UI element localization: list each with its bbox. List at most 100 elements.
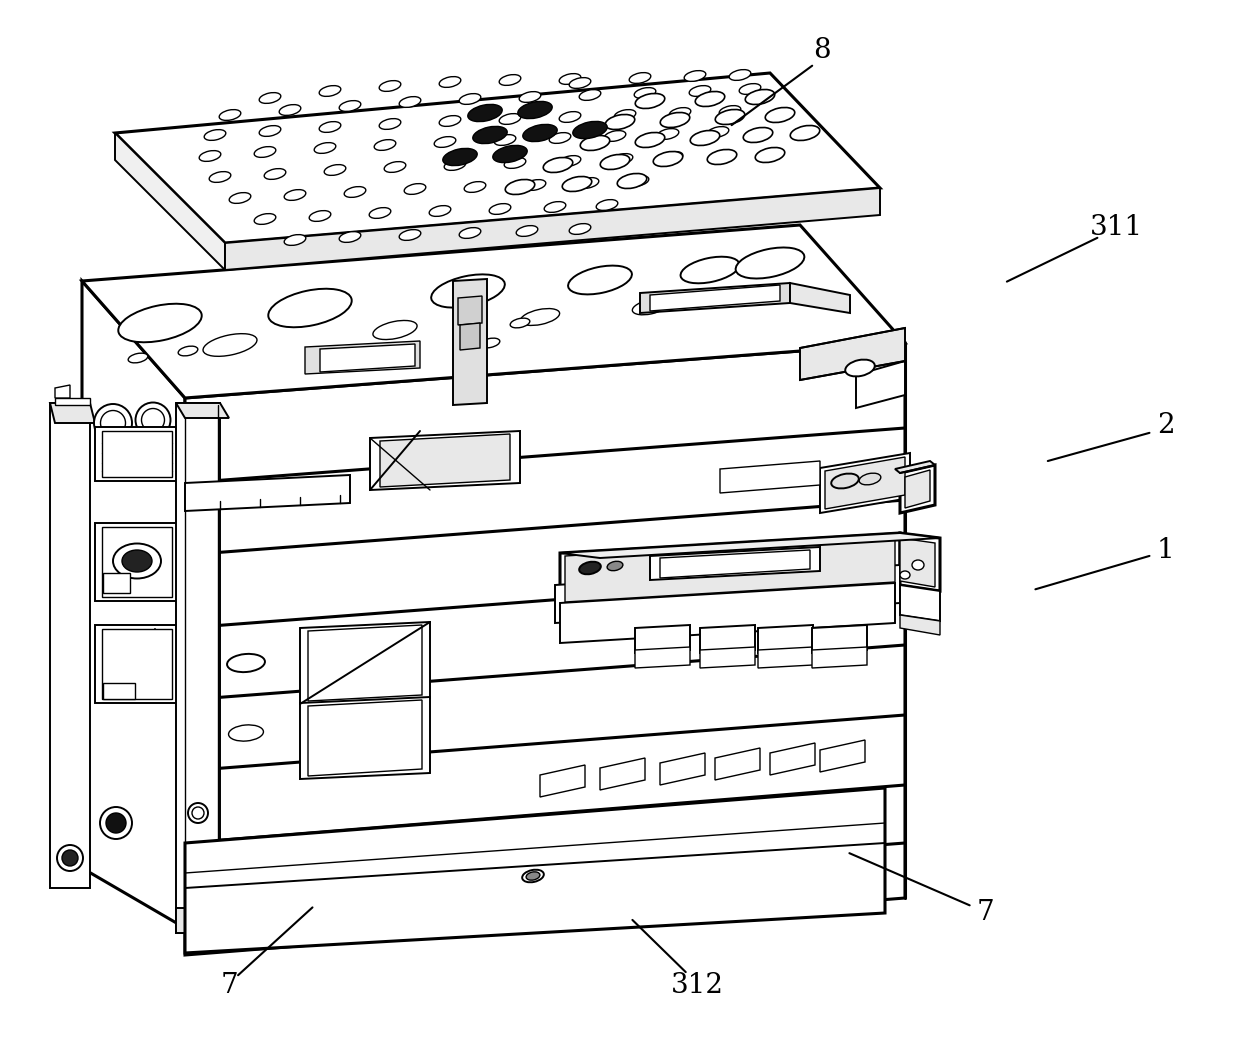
Ellipse shape xyxy=(735,247,805,278)
Polygon shape xyxy=(900,615,940,635)
Polygon shape xyxy=(660,753,706,785)
Ellipse shape xyxy=(404,184,425,194)
Polygon shape xyxy=(379,434,510,487)
Ellipse shape xyxy=(373,320,417,340)
Ellipse shape xyxy=(729,70,750,80)
Ellipse shape xyxy=(439,76,461,88)
Polygon shape xyxy=(895,461,935,472)
Ellipse shape xyxy=(314,143,336,153)
Polygon shape xyxy=(560,583,895,642)
Ellipse shape xyxy=(459,227,481,239)
Ellipse shape xyxy=(229,193,250,203)
Ellipse shape xyxy=(122,550,153,572)
Polygon shape xyxy=(308,700,422,776)
Ellipse shape xyxy=(696,92,724,106)
Ellipse shape xyxy=(900,571,910,579)
Ellipse shape xyxy=(179,346,198,356)
Polygon shape xyxy=(50,403,95,423)
Ellipse shape xyxy=(611,153,632,165)
Polygon shape xyxy=(720,461,820,493)
Ellipse shape xyxy=(188,803,208,823)
Ellipse shape xyxy=(200,150,221,162)
Polygon shape xyxy=(300,697,430,779)
Polygon shape xyxy=(320,344,415,372)
Polygon shape xyxy=(305,341,420,374)
Polygon shape xyxy=(900,533,940,591)
Ellipse shape xyxy=(480,338,500,348)
Ellipse shape xyxy=(579,562,601,575)
Polygon shape xyxy=(701,625,755,653)
Ellipse shape xyxy=(279,104,301,116)
Polygon shape xyxy=(102,527,172,597)
Ellipse shape xyxy=(495,135,516,145)
Text: 311: 311 xyxy=(1090,214,1142,241)
Ellipse shape xyxy=(525,179,546,191)
Ellipse shape xyxy=(544,201,565,213)
Ellipse shape xyxy=(559,74,580,84)
Polygon shape xyxy=(650,547,820,580)
Ellipse shape xyxy=(635,94,665,108)
Ellipse shape xyxy=(790,125,820,141)
Ellipse shape xyxy=(399,97,420,107)
Polygon shape xyxy=(176,403,219,933)
Ellipse shape xyxy=(743,127,773,143)
Ellipse shape xyxy=(739,83,761,95)
Ellipse shape xyxy=(691,130,719,146)
Ellipse shape xyxy=(604,130,626,142)
Ellipse shape xyxy=(520,92,541,102)
Ellipse shape xyxy=(693,561,707,569)
Polygon shape xyxy=(560,533,940,558)
Ellipse shape xyxy=(632,299,667,315)
Polygon shape xyxy=(539,765,585,797)
Polygon shape xyxy=(102,629,172,699)
Ellipse shape xyxy=(57,845,83,871)
Ellipse shape xyxy=(439,116,461,126)
Ellipse shape xyxy=(549,132,570,143)
Polygon shape xyxy=(460,323,480,350)
Ellipse shape xyxy=(635,132,665,147)
Polygon shape xyxy=(185,475,350,511)
Polygon shape xyxy=(905,470,930,508)
Ellipse shape xyxy=(707,126,729,138)
Ellipse shape xyxy=(715,110,745,124)
Polygon shape xyxy=(95,523,179,601)
Polygon shape xyxy=(55,398,91,405)
Ellipse shape xyxy=(432,274,505,308)
Ellipse shape xyxy=(459,94,481,104)
Polygon shape xyxy=(95,625,179,703)
Ellipse shape xyxy=(340,100,361,112)
Ellipse shape xyxy=(128,354,148,363)
Ellipse shape xyxy=(443,148,477,166)
Ellipse shape xyxy=(559,112,580,122)
Ellipse shape xyxy=(569,223,590,235)
Ellipse shape xyxy=(543,157,573,172)
Ellipse shape xyxy=(254,147,275,157)
Ellipse shape xyxy=(573,121,608,139)
Ellipse shape xyxy=(228,725,263,742)
Polygon shape xyxy=(453,278,487,405)
Polygon shape xyxy=(770,743,815,775)
Ellipse shape xyxy=(568,266,632,294)
Ellipse shape xyxy=(113,543,161,579)
Ellipse shape xyxy=(429,205,451,216)
Ellipse shape xyxy=(579,90,601,100)
Ellipse shape xyxy=(500,75,521,86)
Polygon shape xyxy=(458,296,482,325)
Ellipse shape xyxy=(559,155,580,167)
Ellipse shape xyxy=(846,360,874,377)
Ellipse shape xyxy=(755,147,785,163)
Ellipse shape xyxy=(523,124,557,142)
Ellipse shape xyxy=(569,77,590,89)
Ellipse shape xyxy=(505,157,526,168)
Ellipse shape xyxy=(859,474,880,485)
Ellipse shape xyxy=(94,404,131,442)
Ellipse shape xyxy=(319,122,341,132)
Ellipse shape xyxy=(259,125,280,137)
Ellipse shape xyxy=(227,654,265,672)
Ellipse shape xyxy=(268,289,352,328)
Text: 1: 1 xyxy=(1157,537,1174,564)
Polygon shape xyxy=(370,431,520,490)
Ellipse shape xyxy=(492,145,527,163)
Ellipse shape xyxy=(100,807,131,839)
Ellipse shape xyxy=(681,257,739,284)
